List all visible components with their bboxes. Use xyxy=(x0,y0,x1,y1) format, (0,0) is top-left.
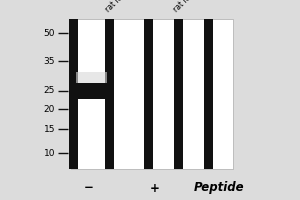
Bar xyxy=(204,19,213,169)
Text: rat lung: rat lung xyxy=(172,0,200,14)
Bar xyxy=(144,19,153,169)
Bar xyxy=(174,19,183,169)
Bar xyxy=(70,19,232,169)
Text: −: − xyxy=(84,182,93,194)
Text: 50: 50 xyxy=(44,28,55,38)
Text: 25: 25 xyxy=(44,86,55,95)
Text: rat lung: rat lung xyxy=(103,0,131,14)
Text: 20: 20 xyxy=(44,104,55,114)
Text: +: + xyxy=(150,182,159,194)
Text: 35: 35 xyxy=(44,56,55,66)
Bar xyxy=(105,19,114,169)
Bar xyxy=(69,19,78,169)
Text: Peptide: Peptide xyxy=(194,182,244,194)
Text: 15: 15 xyxy=(44,124,55,134)
Bar xyxy=(76,72,106,83)
Text: 10: 10 xyxy=(44,148,55,158)
Bar xyxy=(74,83,108,99)
